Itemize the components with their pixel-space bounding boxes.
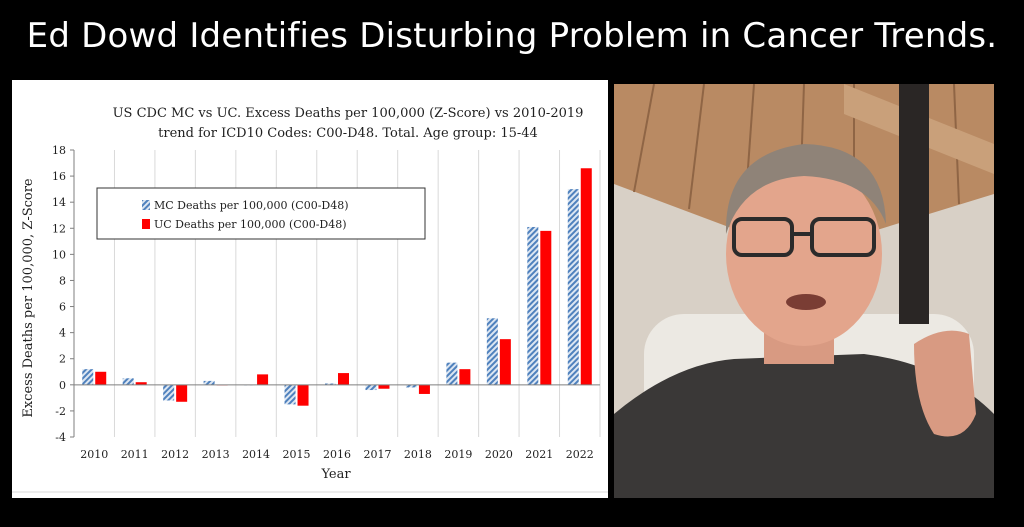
raised-hand	[914, 330, 976, 437]
bar-uc	[338, 373, 349, 385]
bar-uc	[499, 339, 511, 385]
face	[726, 162, 882, 346]
legend-label-uc: UC Deaths per 100,000 (C00-D48)	[154, 218, 347, 231]
axis-layer: -4 -2 0 2 4 6 8 10 12 14 16 18 2010 2011 2012 2013 2014 2…	[52, 144, 600, 461]
excess-deaths-chart: US CDC MC vs UC. Excess Deaths per 100,0…	[12, 106, 608, 493]
y-axis-label: Excess Deaths per 100,000, Z-Score	[21, 178, 36, 418]
chart-title-line1: US CDC MC vs UC. Excess Deaths per 100,0…	[113, 106, 584, 121]
bar-uc	[176, 384, 188, 402]
y-tick-label: 4	[59, 327, 66, 340]
chart-title-line2: trend for ICD10 Codes: C00-D48. Total. A…	[158, 126, 538, 141]
y-tick-label: 0	[59, 379, 66, 392]
y-tick-label: 8	[59, 274, 66, 287]
x-tick-label: 2014	[242, 448, 270, 461]
bar-mc	[446, 362, 458, 385]
x-tick-label: 2011	[121, 448, 149, 461]
y-tick-label: -4	[55, 431, 66, 444]
bar-uc	[580, 168, 592, 385]
legend: MC Deaths per 100,000 (C00-D48) UC Death…	[96, 187, 426, 240]
bar-mc	[325, 383, 336, 385]
y-tick-label: 16	[52, 170, 66, 183]
headline: Ed Dowd Identifies Disturbing Problem in…	[26, 16, 998, 56]
y-tick-label: 14	[52, 196, 66, 209]
bar-mc	[163, 384, 175, 401]
bar-uc	[297, 384, 309, 406]
x-tick-label: 2012	[161, 448, 189, 461]
mouth	[786, 294, 826, 310]
bar-mc	[527, 226, 539, 385]
glasses	[732, 217, 876, 257]
bars-layer	[82, 168, 592, 406]
chart-panel: US CDC MC vs UC. Excess Deaths per 100,0…	[12, 80, 608, 498]
y-tick-label: 2	[59, 353, 66, 366]
y-tick-label: 18	[52, 144, 66, 157]
bar-mc	[405, 384, 417, 388]
bar-mc	[122, 378, 134, 385]
bar-uc	[378, 384, 390, 389]
x-tick-label: 2017	[363, 448, 391, 461]
x-tick-label: 2015	[283, 448, 311, 461]
legend-label-mc: MC Deaths per 100,000 (C00-D48)	[154, 199, 349, 212]
video-frame	[614, 84, 994, 498]
y-tick-label: 6	[59, 301, 66, 314]
x-tick-label: 2022	[566, 448, 594, 461]
legend-box	[96, 187, 426, 240]
bar-mc	[82, 369, 94, 385]
shirt	[614, 354, 994, 498]
legend-swatch-uc	[142, 219, 150, 229]
bar-uc	[257, 374, 269, 385]
y-tick-label: 12	[52, 222, 66, 235]
x-tick-label: 2010	[80, 448, 108, 461]
x-axis-label: Year	[320, 467, 351, 482]
bar-mc	[365, 384, 377, 391]
bar-uc	[95, 371, 107, 385]
bar-mc	[203, 380, 215, 385]
x-tick-label: 2020	[485, 448, 513, 461]
dark-strap	[899, 84, 929, 324]
bar-uc	[135, 382, 147, 385]
bar-mc	[284, 384, 296, 405]
x-tick-label: 2021	[525, 448, 553, 461]
bar-mc	[486, 318, 498, 385]
x-tick-label: 2016	[323, 448, 351, 461]
legend-swatch-mc	[142, 200, 150, 210]
bar-uc	[459, 369, 471, 385]
hair	[725, 144, 886, 234]
x-tick-label: 2019	[444, 448, 472, 461]
bar-mc	[567, 189, 579, 385]
x-tick-label: 2018	[404, 448, 432, 461]
x-tick-label: 2013	[202, 448, 230, 461]
bar-uc	[418, 384, 430, 394]
y-tick-label: 10	[52, 248, 66, 261]
y-tick-label: -2	[55, 405, 66, 418]
speaker-image	[614, 84, 994, 498]
bar-uc	[540, 230, 552, 385]
